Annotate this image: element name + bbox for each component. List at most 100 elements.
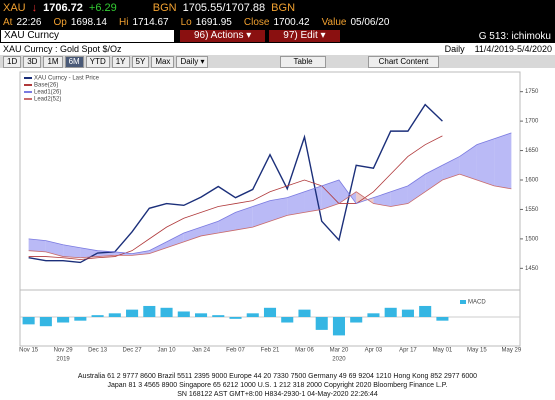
label: Op: [53, 16, 67, 28]
period-button[interactable]: Max: [151, 55, 175, 68]
footer: Australia 61 2 9777 8600 Brazil 5511 239…: [0, 372, 555, 399]
footer-line: Japan 81 3 4565 8900 Singapore 65 6212 1…: [107, 382, 448, 389]
y-tick-label: 1450: [525, 266, 539, 272]
interval-select[interactable]: Daily ▾: [176, 55, 209, 68]
period-button[interactable]: 3D: [23, 55, 42, 68]
bar: [212, 315, 225, 317]
bar: [57, 317, 70, 323]
label: Close: [243, 16, 270, 28]
legend-label: Lead2(52): [34, 97, 61, 103]
cloud: [304, 185, 322, 213]
x-tick-label: Mar 20: [330, 348, 349, 354]
value: 05/06/20: [350, 16, 390, 28]
x-tick-label: Jan 10: [158, 348, 177, 354]
quote-bar: XAU ↓ 1706.72 +6.29 BGN 1705.55/1707.88 …: [0, 0, 555, 15]
command-bar: XAU Curncy 96) Actions ▾ 97) Edit ▾ G 51…: [0, 29, 555, 43]
y-tick-label: 1750: [525, 89, 539, 95]
cloud: [63, 244, 81, 258]
label: Lo: [180, 16, 192, 28]
edit-menu[interactable]: 97) Edit ▾: [269, 30, 340, 42]
security: XAU Curncy : Gold Spot $/Oz: [3, 44, 122, 54]
bar: [298, 309, 311, 317]
bar: [419, 305, 432, 317]
y-tick-label: 1550: [525, 207, 539, 213]
x-tick-label: May 15: [467, 348, 487, 354]
period-button[interactable]: 1D: [3, 55, 22, 68]
cloud: [201, 221, 219, 236]
bar: [384, 307, 397, 317]
cloud: [407, 174, 426, 204]
cloud: [442, 156, 460, 180]
table-button[interactable]: Table: [280, 55, 326, 68]
bar: [281, 317, 294, 323]
cloud: [235, 206, 253, 231]
cloud: [166, 233, 184, 248]
legend-swatch: [460, 300, 466, 304]
bar: [22, 317, 35, 325]
label: Hi: [118, 16, 129, 28]
series-line: [28, 132, 512, 255]
cloud: [373, 191, 391, 207]
footer-line: Australia 61 2 9777 8600 Brazil 5511 239…: [77, 373, 478, 380]
value: 1698.14: [70, 16, 107, 28]
x-tick-label: May 29: [502, 348, 522, 354]
direction: ↓: [31, 1, 38, 14]
period-button[interactable]: YTD: [85, 55, 110, 68]
cloud: [476, 138, 495, 186]
bar: [126, 309, 139, 317]
value: 1714.67: [132, 16, 169, 28]
command-input[interactable]: XAU Curncy: [1, 30, 174, 42]
bar: [177, 311, 190, 317]
stats-bar: At 22:26 Op 1698.14 Hi 1714.67 Lo 1691.95 Cl…: [0, 15, 555, 29]
cloud: [459, 144, 477, 180]
bid-source: BGN: [152, 1, 177, 14]
ticker: XAU: [3, 1, 26, 14]
year-label: 2020: [332, 357, 346, 363]
period-button[interactable]: 5Y: [131, 55, 150, 68]
legend-label: XAU Curncy - Last Price: [34, 76, 100, 82]
legend-label: Lead1(26): [34, 90, 61, 96]
frequency: Daily: [444, 44, 465, 54]
bar: [332, 317, 345, 336]
page-name: G 513: ichimoku: [478, 30, 551, 42]
value: 1700.42: [273, 16, 310, 28]
period-button[interactable]: 6M: [64, 55, 84, 68]
y-tick-label: 1700: [525, 119, 539, 125]
footer-line: SN 168122 AST GMT+8:00 H834-2930-1 04-Ma…: [177, 391, 378, 398]
legend-label: MACD: [468, 300, 486, 306]
cloud: [494, 132, 512, 189]
x-tick-label: Jan 24: [192, 348, 211, 354]
cloud: [149, 241, 167, 254]
bar: [229, 317, 242, 319]
bar: [160, 307, 173, 317]
period-button[interactable]: 1Y: [111, 55, 130, 68]
x-tick-label: Feb 07: [226, 348, 245, 354]
period-button[interactable]: 1M: [43, 55, 63, 68]
chart-content-button[interactable]: Chart Content: [367, 55, 440, 68]
cloud: [252, 200, 270, 228]
cloud: [218, 212, 236, 233]
cloud: [28, 238, 46, 252]
cloud: [425, 165, 443, 192]
last-price: 1706.72: [43, 1, 83, 14]
chart: 1450 1500 1550 1600 1650 1700 1750 XAU Curncy -…: [19, 71, 539, 363]
actions-menu[interactable]: 96) Actions ▾: [180, 30, 266, 42]
cloud: [45, 240, 64, 257]
series-line: [28, 103, 443, 264]
x-tick-label: Nov 15: [19, 348, 39, 354]
bar: [108, 313, 121, 317]
cloud: [183, 227, 202, 242]
x-tick-label: Mar 06: [295, 348, 314, 354]
change: +6.29: [88, 1, 117, 14]
bar: [74, 317, 87, 321]
cloud: [390, 185, 408, 207]
toolbar: 1D 3D 1M 6M YTD 1Y 5Y Max Daily ▾ Table Chart C…: [0, 55, 555, 68]
y-tick-label: 1500: [525, 236, 539, 242]
x-tick-label: Nov 29: [54, 348, 74, 354]
legend-label: Base(26): [34, 83, 58, 89]
period-buttons: 1D 3D 1M 6M YTD 1Y 5Y Max: [3, 55, 175, 68]
ask-source: BGN: [271, 1, 296, 14]
bar: [367, 313, 380, 317]
series-line: [28, 135, 443, 260]
